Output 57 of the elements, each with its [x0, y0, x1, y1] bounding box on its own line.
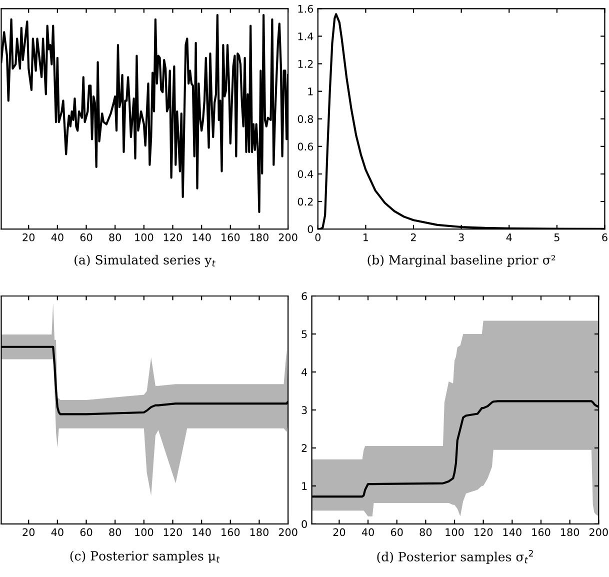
- x-tick-label: 60: [390, 528, 403, 536]
- x-tick-label: 140: [192, 528, 211, 536]
- text: (d) Posterior samples σ$_{t}$$^{2}$: [377, 550, 533, 564]
- y-tick-label: 0.4: [298, 170, 314, 178]
- x-tick-label: 5: [554, 234, 560, 242]
- x-tick-label: 60: [80, 233, 92, 242]
- text: (c) Posterior samples μ$_{t}$: [70, 550, 220, 563]
- x-tick-label: 120: [164, 528, 182, 536]
- x-tick-label: 160: [532, 528, 550, 536]
- y-tick-label: 1.6: [298, 4, 314, 13]
- x-tick-label: 4: [506, 234, 512, 242]
- y-tick-label: 1: [302, 482, 307, 490]
- x-tick-label: 200: [278, 528, 298, 536]
- y-tick-label: 0.2: [298, 198, 313, 206]
- y-tick-label: 1.4: [298, 32, 314, 40]
- x-tick-label: 160: [222, 233, 240, 242]
- x-tick-label: 180: [250, 233, 268, 242]
- y-tick-label: 2: [302, 444, 307, 452]
- x-tick-label: 80: [420, 528, 432, 536]
- x-tick-label: 20: [22, 233, 35, 242]
- x-tick-label: 200: [589, 528, 608, 536]
- y-tick-label: 0: [302, 520, 307, 528]
- y-tick-label: 4: [302, 368, 308, 376]
- x-tick-label: 20: [22, 528, 35, 536]
- x-tick-label: 20: [333, 528, 346, 536]
- y-tick-label: 0.8: [298, 115, 314, 123]
- x-tick-label: 6: [602, 233, 608, 242]
- x-tick-label: 120: [164, 233, 182, 242]
- y-tick-label: 3: [302, 406, 307, 414]
- x-tick-label: 160: [222, 528, 240, 536]
- x-tick-label: 3: [458, 233, 464, 242]
- text: (a) Simulated series y$_{t}$: [74, 254, 216, 268]
- x-tick-label: 40: [51, 233, 64, 242]
- x-tick-label: 120: [474, 528, 493, 536]
- x-tick-label: 2: [410, 233, 416, 242]
- x-tick-label: 0: [315, 233, 321, 242]
- y-tick-label: 1.2: [298, 60, 313, 68]
- x-tick-label: 1: [364, 234, 368, 242]
- x-tick-label: 100: [446, 528, 464, 536]
- x-tick-label: 180: [250, 528, 268, 536]
- x-tick-label: 60: [80, 528, 92, 536]
- x-tick-label: 80: [109, 528, 122, 536]
- x-tick-label: 140: [192, 233, 211, 242]
- y-tick-label: 5: [302, 330, 307, 338]
- y-tick-label: 1: [308, 88, 313, 96]
- x-tick-label: 100: [135, 233, 154, 242]
- y-tick-label: 0.6: [298, 142, 314, 151]
- x-tick-label: 180: [561, 528, 580, 536]
- y-tick-label: 6: [302, 292, 307, 300]
- x-tick-label: 140: [503, 528, 522, 536]
- y-tick-label: 0: [308, 225, 314, 234]
- x-tick-label: 100: [135, 528, 154, 536]
- x-tick-label: 40: [362, 528, 374, 536]
- x-tick-label: 200: [278, 233, 298, 242]
- x-tick-label: 80: [109, 233, 122, 242]
- text: (b) Marginal baseline prior σ²: [368, 254, 556, 268]
- x-tick-label: 40: [51, 528, 64, 536]
